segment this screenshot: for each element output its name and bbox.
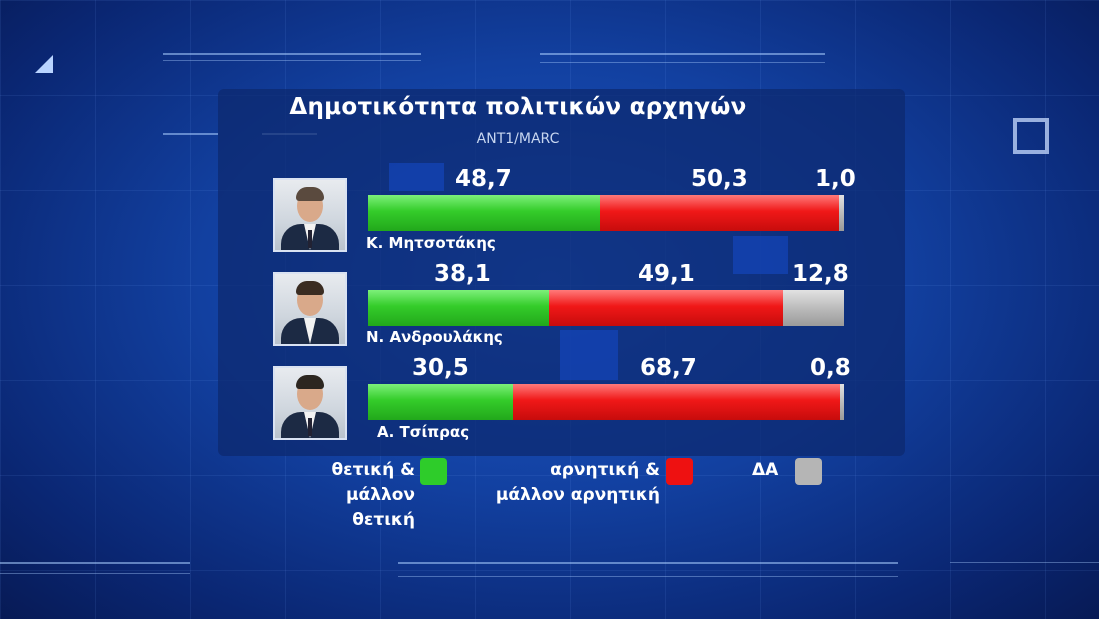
square-outline-decoration (1013, 118, 1049, 154)
value-positive-1: 48,7 (455, 166, 512, 192)
decor-line (0, 562, 190, 564)
decor-line (398, 562, 898, 564)
value-negative-1: 50,3 (691, 166, 748, 192)
bar-da-3 (840, 384, 844, 420)
value-da-1: 1,0 (815, 166, 856, 192)
bar-positive-2 (368, 290, 550, 326)
legend-label-da: ΔΑ (752, 460, 779, 480)
decor-line (950, 562, 1099, 563)
value-positive-2: 38,1 (434, 261, 491, 287)
bar-da-2 (783, 290, 844, 326)
decor-line (540, 62, 825, 63)
panel-block-decoration (560, 330, 618, 380)
value-da-3: 0,8 (810, 355, 851, 381)
leader-photo-2 (273, 272, 347, 346)
legend-label-negative: αρνητική & μάλλον αρνητική (495, 460, 660, 505)
bar-positive-1 (368, 195, 600, 231)
decor-line (0, 573, 190, 574)
corner-triangle-decoration (35, 55, 53, 73)
legend-swatch-da (795, 458, 822, 485)
panel-block-decoration (389, 163, 444, 191)
bar-row-3 (368, 384, 844, 420)
leader-name-3: Α. Τσίπρας (377, 423, 470, 441)
chart-title: Δημοτικότητα πολιτικών αρχηγών (289, 94, 747, 120)
decor-line (398, 576, 898, 577)
decor-line (163, 53, 421, 55)
bar-positive-3 (368, 384, 514, 420)
leader-name-1: Κ. Μητσοτάκης (366, 234, 496, 252)
chart-subtitle: ANT1/MARC (476, 131, 560, 147)
bar-negative-2 (549, 290, 784, 326)
decor-line (163, 60, 421, 61)
leader-photo-3 (273, 366, 347, 440)
decor-line (540, 53, 825, 55)
bar-row-1 (368, 195, 844, 231)
value-da-2: 12,8 (792, 261, 849, 287)
value-positive-3: 30,5 (412, 355, 469, 381)
bar-negative-3 (513, 384, 841, 420)
leader-photo-1 (273, 178, 347, 252)
legend-swatch-negative (666, 458, 693, 485)
value-negative-2: 49,1 (638, 261, 695, 287)
legend-label-positive: θετική & μάλλον θετική (331, 460, 415, 530)
panel-block-decoration (733, 236, 788, 274)
legend-swatch-positive (420, 458, 447, 485)
bar-negative-1 (599, 195, 840, 231)
value-negative-3: 68,7 (640, 355, 697, 381)
decor-line (163, 133, 218, 135)
leader-name-2: Ν. Ανδρουλάκης (366, 328, 503, 346)
bar-da-1 (839, 195, 844, 231)
bar-row-2 (368, 290, 844, 326)
